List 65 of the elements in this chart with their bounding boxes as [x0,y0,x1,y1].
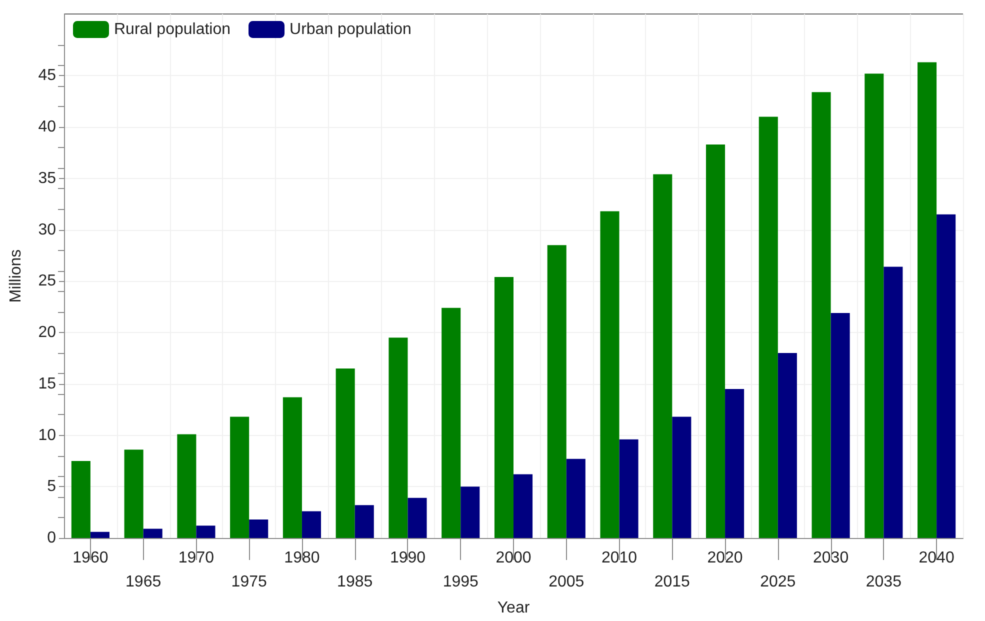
bar [90,532,110,538]
bar [460,486,480,538]
y-tick-label: 35 [38,170,56,187]
y-tick-label: 10 [38,426,56,444]
bar [758,116,778,538]
bar [71,460,90,538]
bar [725,389,744,538]
x-tick-label: 2025 [760,574,796,590]
bar [812,92,831,538]
bar [494,277,514,538]
bar [778,353,797,538]
legend-label: Rural population [114,21,231,38]
x-tick-label: 2010 [601,550,638,566]
bar [354,505,374,538]
bar [706,144,726,538]
y-tick-label: 30 [38,221,56,238]
bar [600,211,620,538]
x-tick-label: 1965 [126,574,162,590]
y-tick-label: 45 [38,67,56,84]
bar [442,308,461,538]
x-tick-label: 2005 [548,574,584,590]
x-tick-label: 1985 [337,574,373,590]
y-tick-label: 5 [47,478,56,496]
bar [918,62,937,538]
bar [830,312,850,538]
x-tick-label: 2030 [812,550,849,566]
bar [336,368,355,538]
bar [249,520,268,538]
x-tick-label: 2020 [707,550,743,566]
x-axis-title: Year [497,600,530,616]
bar [143,528,162,538]
bar [936,214,956,538]
bar [388,338,408,538]
x-tick-label: 2000 [496,550,532,566]
x-tick-label: 1970 [178,550,214,566]
bar [566,458,586,538]
x-tick-label: 1975 [231,574,267,590]
bar [196,526,216,538]
bar [884,266,903,538]
bar [864,74,884,538]
y-axis-title: Millions [8,249,24,303]
y-tick-label: 20 [38,324,56,342]
bar [408,498,427,538]
x-tick-label: 1995 [442,574,479,590]
y-tick-label: 15 [38,375,56,392]
bar [672,416,692,538]
x-tick-label: 1980 [284,550,320,566]
x-tick-label: 2015 [654,574,690,590]
bar [230,416,250,538]
y-tick-label: 0 [47,530,56,546]
bar [619,439,638,538]
bar [653,174,672,538]
bar [514,474,533,538]
x-tick-label: 2040 [918,550,954,566]
legend-label: Urban population [290,21,412,38]
x-tick-label: 2035 [866,574,902,590]
x-tick-label: 1960 [72,550,108,566]
y-tick-label: 40 [38,118,56,136]
x-tick-label: 1990 [390,550,426,566]
bar [282,397,302,538]
bar [177,434,196,538]
bar [124,450,144,538]
bar [547,245,566,538]
y-tick-label: 25 [38,272,56,290]
bar [302,511,322,538]
